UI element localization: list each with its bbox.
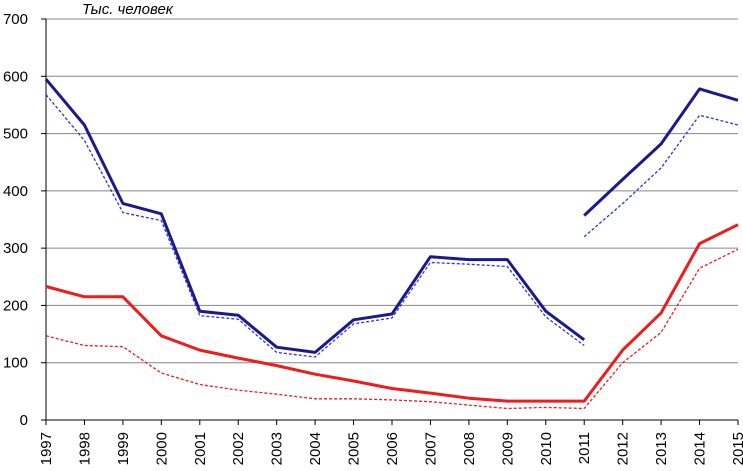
y-tick-label: 300 (3, 240, 28, 257)
y-tick-label: 500 (3, 126, 28, 143)
x-tick-label: 2007 (422, 432, 439, 465)
series-lines (44, 78, 739, 410)
y-tick-labels: 0 100 200 300 400 500 600 700 (3, 11, 28, 429)
y-tick-label: 400 (3, 183, 28, 200)
x-tick-label: 2003 (269, 432, 286, 465)
y-tick-label: 700 (3, 11, 28, 28)
x-tick-label: 2004 (307, 432, 324, 465)
x-tick-label: 1998 (76, 432, 93, 465)
x-tick-label: 2005 (346, 432, 363, 465)
x-tick-label: 1997 (38, 432, 55, 465)
y-tick-label: 100 (3, 355, 28, 372)
series-line-4 (583, 114, 739, 238)
x-tick-label: 2014 (692, 432, 709, 465)
y-tick-label: 600 (3, 68, 28, 85)
gridlines (46, 18, 738, 364)
x-tick-label: 2006 (384, 432, 401, 465)
x-tick-label: 2011 (576, 432, 593, 464)
x-tick-label: 2001 (192, 432, 209, 465)
series-line-5 (45, 223, 739, 403)
x-tick-labels: 1997 1998 1999 2000 2001 2002 2003 2004 2005 2006… (38, 432, 743, 465)
series-line-6 (45, 248, 739, 410)
x-tick-label: 2013 (653, 432, 670, 465)
series-line-3 (45, 94, 585, 358)
x-tick-label: 2015 (730, 432, 743, 465)
y-tick-label: 200 (3, 297, 28, 314)
series-line-1 (44, 78, 586, 354)
y-tick-label: 0 (20, 412, 28, 429)
x-tick-label: 2010 (538, 432, 555, 465)
x-tick-label: 1999 (115, 432, 132, 465)
x-tick-label: 2002 (230, 432, 247, 465)
series-line-2 (583, 87, 739, 217)
x-tick-label: 2008 (461, 432, 478, 465)
x-tick-label: 2009 (499, 432, 516, 465)
x-tick-label: 2000 (153, 432, 170, 465)
axes (41, 18, 739, 425)
y-axis-unit-label: Тыс. человек (82, 1, 174, 18)
x-tick-label: 2012 (615, 432, 632, 465)
